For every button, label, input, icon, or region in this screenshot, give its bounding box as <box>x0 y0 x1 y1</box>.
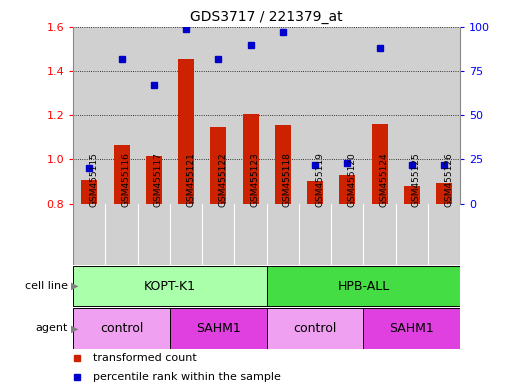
Bar <box>106 27 138 204</box>
Text: KOPT-K1: KOPT-K1 <box>144 280 196 293</box>
Text: GSM455117: GSM455117 <box>154 152 163 207</box>
Title: GDS3717 / 221379_at: GDS3717 / 221379_at <box>190 10 343 25</box>
Bar <box>243 114 259 204</box>
Text: GSM455119: GSM455119 <box>315 152 324 207</box>
Bar <box>170 27 202 204</box>
Bar <box>170 308 267 349</box>
Bar <box>267 204 299 265</box>
Bar <box>138 27 170 204</box>
Bar <box>138 204 170 265</box>
Text: percentile rank within the sample: percentile rank within the sample <box>93 372 280 382</box>
Bar <box>73 204 106 265</box>
Bar <box>363 27 396 204</box>
Bar <box>202 204 234 265</box>
Bar <box>299 204 331 265</box>
Text: GSM455126: GSM455126 <box>444 152 453 207</box>
Bar <box>267 27 299 204</box>
Bar <box>331 204 363 265</box>
Text: SAHM1: SAHM1 <box>196 322 241 335</box>
Text: GSM455118: GSM455118 <box>283 152 292 207</box>
Text: control: control <box>293 322 337 335</box>
Bar <box>371 124 388 204</box>
Text: HPB-ALL: HPB-ALL <box>337 280 390 293</box>
Bar <box>146 156 162 204</box>
Text: GSM455121: GSM455121 <box>186 152 195 207</box>
Bar <box>396 204 428 265</box>
Text: cell line: cell line <box>25 281 68 291</box>
Bar <box>73 266 267 306</box>
Bar <box>113 145 130 204</box>
Text: SAHM1: SAHM1 <box>390 322 434 335</box>
Bar <box>73 27 106 204</box>
Bar <box>404 186 420 204</box>
Bar <box>234 204 267 265</box>
Bar <box>363 308 460 349</box>
Bar <box>81 180 97 204</box>
Bar <box>170 204 202 265</box>
Bar <box>202 27 234 204</box>
Bar <box>106 204 138 265</box>
Bar <box>178 59 194 204</box>
Bar <box>210 127 226 204</box>
Text: GSM455124: GSM455124 <box>380 152 389 207</box>
Bar <box>396 27 428 204</box>
Text: GSM455116: GSM455116 <box>121 152 131 207</box>
Text: GSM455120: GSM455120 <box>347 152 356 207</box>
Bar <box>428 204 460 265</box>
Bar <box>436 182 452 204</box>
Text: GSM455123: GSM455123 <box>251 152 259 207</box>
Text: ▶: ▶ <box>71 281 78 291</box>
Bar <box>267 308 363 349</box>
Bar <box>234 27 267 204</box>
Text: transformed count: transformed count <box>93 353 196 363</box>
Bar <box>428 27 460 204</box>
Bar <box>363 204 396 265</box>
Bar <box>307 182 323 204</box>
Text: GSM455115: GSM455115 <box>89 152 98 207</box>
Bar <box>299 27 331 204</box>
Bar <box>267 266 460 306</box>
Bar <box>275 125 291 204</box>
Bar <box>339 175 356 204</box>
Text: GSM455125: GSM455125 <box>412 152 421 207</box>
Text: GSM455122: GSM455122 <box>219 152 228 207</box>
Text: ▶: ▶ <box>71 323 78 333</box>
Bar <box>331 27 363 204</box>
Text: agent: agent <box>36 323 68 333</box>
Bar <box>73 308 170 349</box>
Text: control: control <box>100 322 143 335</box>
